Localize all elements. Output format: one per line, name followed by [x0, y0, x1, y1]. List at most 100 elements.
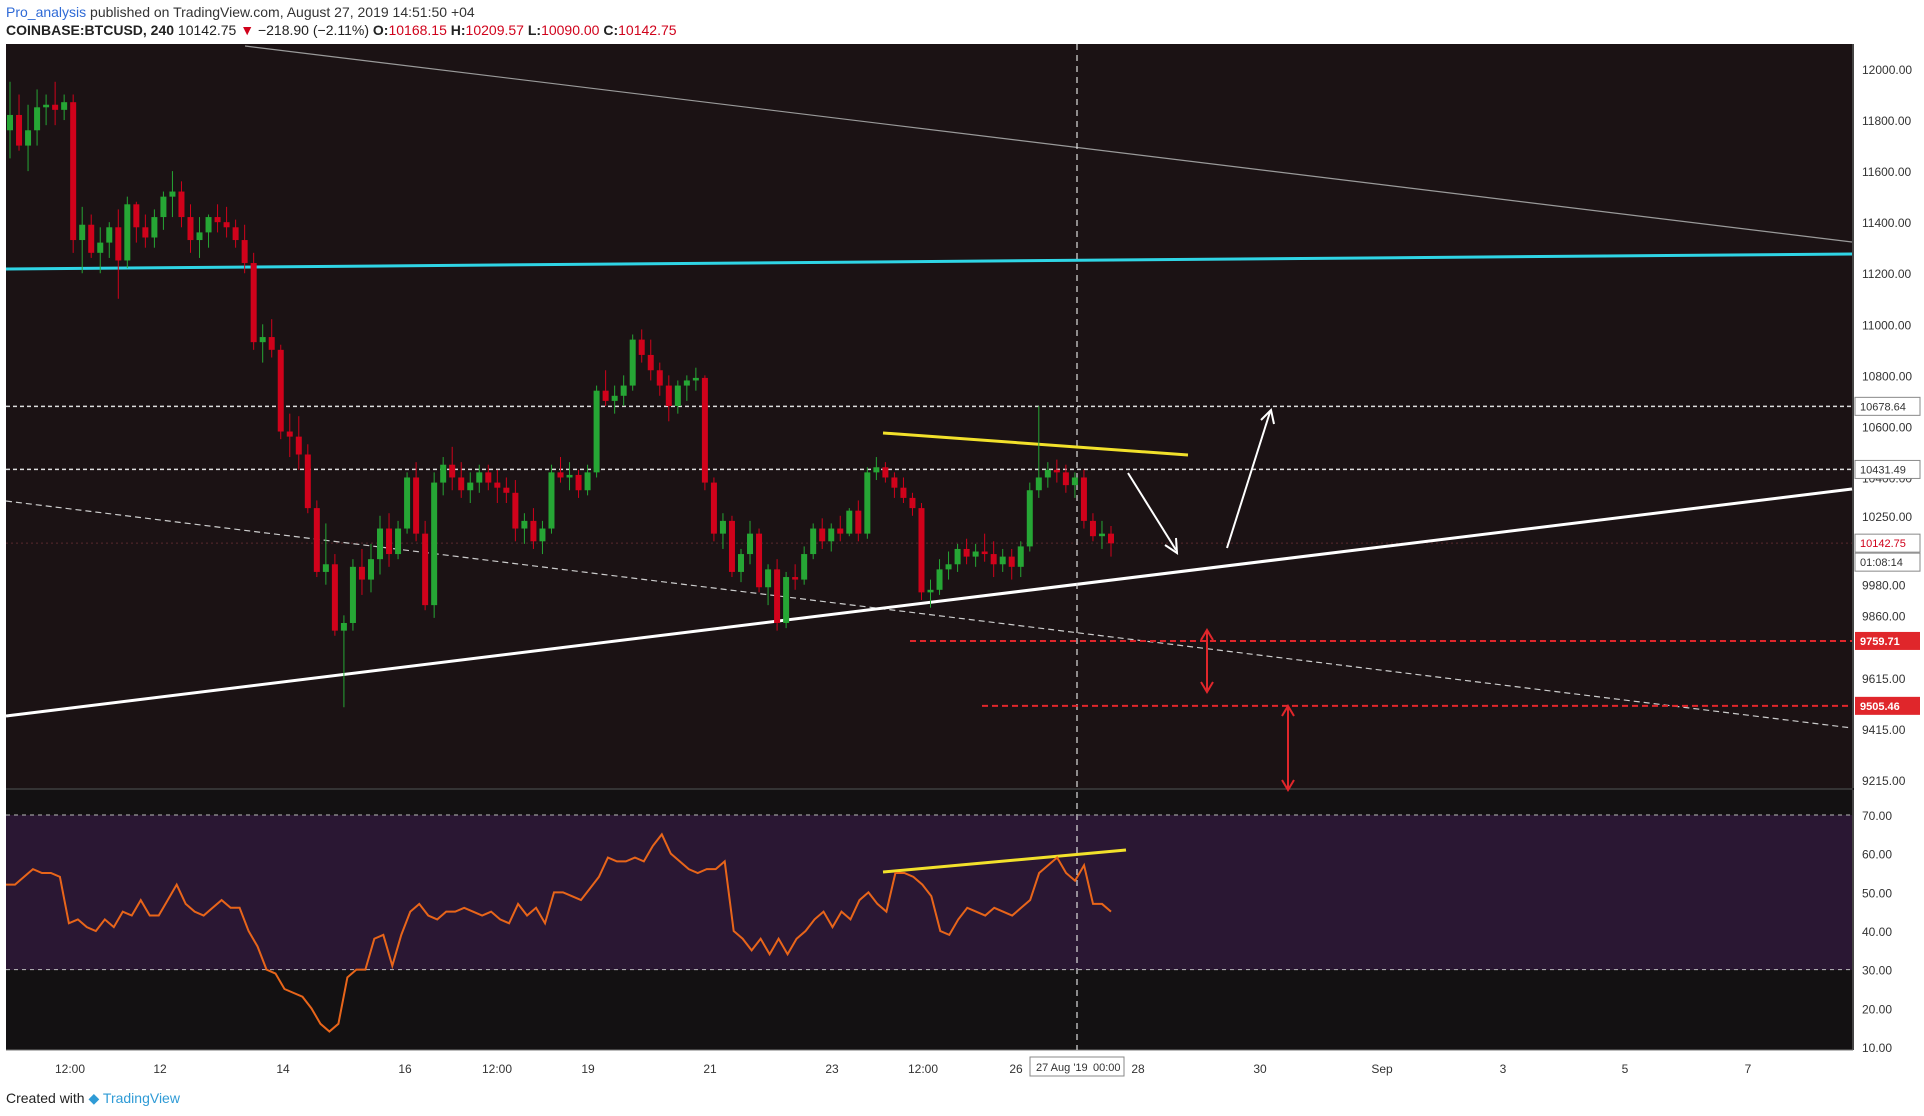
price-label-mid: 10431.49: [1860, 464, 1906, 476]
time-tick-label: 14: [276, 1062, 290, 1076]
price-label-last-box: [1854, 533, 1921, 553]
candle-body: [882, 467, 889, 478]
up-arrow-head: [1260, 407, 1275, 425]
candle-body: [106, 227, 113, 243]
candle-body: [792, 577, 799, 580]
crosshair-date-box: [1029, 1056, 1125, 1077]
candle-body: [1080, 477, 1087, 521]
tradingview-brand-link[interactable]: TradingView: [102, 1090, 180, 1106]
candle-body: [900, 487, 907, 498]
down-arrow-path: [1127, 472, 1177, 551]
candle-body: [331, 564, 338, 631]
chart-header: Pro_analysis published on TradingView.co…: [0, 0, 1924, 44]
candle-body: [449, 464, 456, 478]
price-label-red-1: 9759.71: [1860, 636, 1900, 648]
candle-body: [828, 528, 835, 542]
candle-body: [151, 217, 158, 238]
candle-body: [765, 569, 772, 588]
price-tick-label: 11400.00: [1862, 216, 1911, 230]
time-tick-label: 7: [1745, 1062, 1752, 1076]
candle-body: [79, 224, 86, 241]
candle-body: [196, 232, 203, 241]
red-range-arrow-head-bottom: [1200, 681, 1214, 694]
candle-body: [512, 492, 519, 529]
price-tick-label: 9860.00: [1862, 609, 1906, 623]
candle-body: [990, 554, 997, 565]
candle-body: [864, 472, 871, 534]
high-value: 10209.57: [465, 22, 524, 38]
crosshair-date-label: 27 Aug '19: [1036, 1062, 1088, 1074]
candle-body: [25, 130, 32, 146]
candle-body: [774, 569, 781, 623]
candle-body: [972, 551, 979, 557]
high-label: H:: [450, 22, 466, 38]
time-axis: 12:00 12 14 16 12:00 19 21 23 12:00 26 28 30 Sep 3 5 7 2…: [6, 1049, 1853, 1077]
candle-body: [837, 528, 844, 534]
candle-body: [999, 556, 1006, 565]
candle-body: [313, 508, 320, 572]
price-tick-label: 10600.00: [1862, 420, 1912, 434]
candle-body: [494, 482, 501, 488]
rsi-tick-label: 40.00: [1862, 925, 1892, 939]
time-tick-label: 28: [1131, 1062, 1145, 1076]
candle-body: [160, 196, 167, 218]
candle-body: [810, 528, 817, 555]
countdown-label-box: [1854, 552, 1921, 572]
footer: Created with ◆ TradingView: [6, 1090, 180, 1107]
candle-body: [981, 551, 988, 555]
candle-body: [602, 390, 609, 401]
symbol-label: COINBASE:BTCUSD, 240: [6, 22, 175, 38]
time-tick-label: 12: [153, 1062, 167, 1076]
candle-body: [945, 564, 952, 570]
candle-body: [855, 510, 862, 534]
red-target-arrow-head-top: [1281, 704, 1295, 717]
time-tick-label: 12:00: [55, 1062, 85, 1076]
tradingview-logo-icon[interactable]: ◆: [88, 1090, 100, 1106]
candle-body: [819, 528, 826, 542]
countdown-label: 01:08:14: [1860, 557, 1903, 569]
candle-body: [629, 339, 636, 386]
candle-body: [918, 508, 925, 593]
candle-body: [377, 528, 384, 560]
candle-body: [115, 227, 122, 261]
time-tick-label: 23: [825, 1062, 839, 1076]
candle-body: [268, 337, 275, 350]
candle-body: [728, 520, 735, 572]
created-with-text: Created with: [6, 1090, 85, 1106]
price-label-red-2: 9505.46: [1860, 701, 1900, 713]
candle-body: [936, 569, 943, 590]
price-tick-label: 11200.00: [1862, 267, 1911, 281]
rsi-tick-label: 30.00: [1862, 964, 1892, 978]
candle-body: [647, 354, 654, 371]
candle-body: [1053, 469, 1060, 473]
rsi-tick-label: 70.00: [1862, 809, 1892, 823]
candle-body: [133, 204, 140, 228]
candle-body: [286, 431, 293, 437]
rsi-tick-label: 10.00: [1862, 1041, 1892, 1055]
candle-body: [503, 487, 510, 493]
candle-body: [485, 472, 492, 483]
candle-body: [340, 622, 347, 631]
candle-body: [169, 191, 176, 197]
candle-body: [413, 477, 420, 534]
candle-body: [638, 339, 645, 355]
candle-body: [665, 385, 672, 406]
candle-body: [386, 528, 393, 555]
close-label: C:: [603, 22, 619, 38]
rsi-group: [6, 832, 1112, 1033]
candle-body: [431, 482, 438, 606]
rsi-tick-label: 50.00: [1862, 886, 1892, 900]
author-link[interactable]: Pro_analysis: [6, 4, 87, 20]
candle-body: [710, 482, 717, 534]
candle-body: [16, 114, 23, 146]
time-tick-label: 3: [1500, 1062, 1507, 1076]
drawing-overlays: [5, 44, 1853, 1050]
candle-body: [395, 528, 402, 555]
last-price: 10142.75: [177, 22, 237, 38]
candle-body: [349, 566, 356, 623]
time-tick-label: 19: [581, 1062, 595, 1076]
crosshair-time-label: 00:00: [1093, 1062, 1121, 1074]
time-tick-label: 12:00: [482, 1062, 512, 1076]
candle-body: [521, 520, 528, 529]
